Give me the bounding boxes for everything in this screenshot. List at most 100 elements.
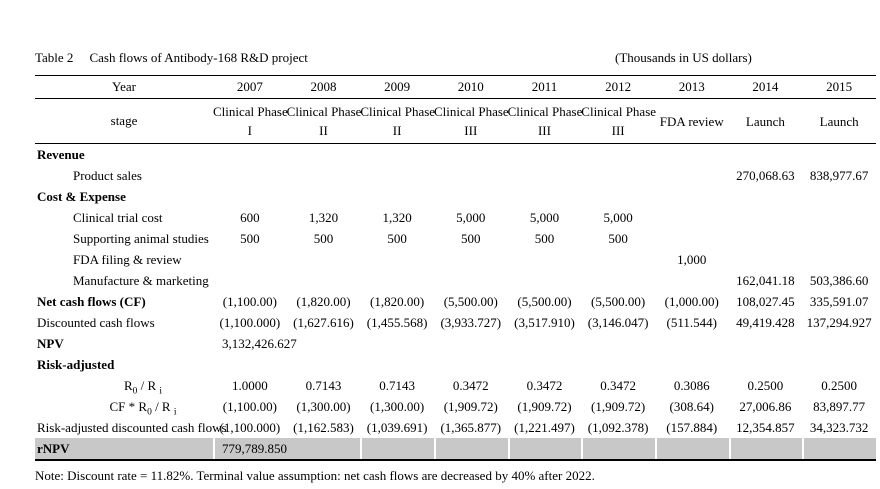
value-cell: (1,365.877) bbox=[440, 419, 502, 435]
table-row: Supporting animal studies 500 500 500 500 500… bbox=[35, 228, 876, 249]
table-row: Manufacture & marketing 162,041.18 503,386… bbox=[35, 270, 876, 291]
row-label: Revenue bbox=[37, 146, 85, 162]
table-row: Discounted cash flows (1,100.000) (1,627.6… bbox=[35, 312, 876, 333]
value-cell: 0.7143 bbox=[305, 377, 342, 393]
value-cell: 0.3472 bbox=[452, 377, 489, 393]
value-cell: (511.544) bbox=[666, 314, 717, 330]
value-cell bbox=[360, 438, 434, 461]
value-cell: 500 bbox=[313, 230, 334, 246]
table-row: Product sales 270,068.63 838,977.67 bbox=[35, 165, 876, 186]
value-cell bbox=[655, 228, 729, 249]
value-cell: 27,006.86 bbox=[739, 398, 792, 414]
value-cell bbox=[433, 438, 508, 461]
stage-text: FDA review bbox=[659, 113, 724, 129]
year-header: 2015 bbox=[802, 75, 876, 99]
value-cell bbox=[360, 186, 434, 207]
value-cell: (1,100.000) bbox=[219, 314, 281, 330]
row-label: Manufacture & marketing bbox=[73, 272, 209, 288]
value-cell: (1,100.00) bbox=[222, 293, 277, 309]
value-cell bbox=[360, 249, 434, 270]
row-label: Product sales bbox=[73, 167, 142, 183]
stage-text: I bbox=[247, 123, 252, 138]
value-cell bbox=[213, 270, 287, 291]
value-cell bbox=[508, 186, 582, 207]
value-cell: 3,132,426.627 bbox=[222, 335, 297, 351]
table-number: Table 2 bbox=[35, 50, 74, 65]
value-cell bbox=[213, 165, 287, 186]
value-cell bbox=[802, 333, 876, 354]
value-cell bbox=[434, 270, 508, 291]
year-header: 2013 bbox=[654, 75, 729, 99]
value-cell bbox=[581, 333, 655, 354]
value-cell: (3,933.727) bbox=[440, 314, 502, 330]
row-label: rNPV bbox=[35, 438, 213, 461]
value-cell bbox=[508, 144, 582, 166]
stage-text: Clinical Phase bbox=[581, 104, 657, 119]
value-cell bbox=[434, 249, 508, 270]
value-cell: (1,627.616) bbox=[293, 314, 354, 330]
label-text: CF * R bbox=[109, 398, 148, 414]
value-cell: (5,500.00) bbox=[591, 293, 646, 309]
year-label: Year bbox=[35, 75, 213, 99]
value-cell bbox=[802, 249, 876, 270]
value-cell bbox=[287, 144, 361, 166]
value-cell: 1,320 bbox=[308, 209, 339, 225]
row-label: R0 / R i bbox=[35, 375, 213, 396]
value-cell bbox=[728, 438, 803, 461]
value-cell: (1,162.583) bbox=[293, 419, 354, 435]
value-cell bbox=[655, 333, 729, 354]
value-cell bbox=[729, 228, 803, 249]
value-cell: 500 bbox=[534, 230, 555, 246]
value-cell bbox=[287, 165, 361, 186]
value-cell bbox=[360, 270, 434, 291]
value-cell bbox=[655, 144, 729, 166]
value-cell bbox=[802, 207, 876, 228]
row-label: Net cash flows (CF) bbox=[37, 293, 146, 309]
value-cell: 838,977.67 bbox=[809, 167, 869, 183]
value-cell bbox=[360, 165, 434, 186]
row-label: NPV bbox=[37, 335, 64, 351]
value-cell: 600 bbox=[240, 209, 260, 225]
year-header: 2011 bbox=[507, 75, 582, 99]
value-cell bbox=[581, 186, 655, 207]
value-cell: 500 bbox=[608, 230, 628, 246]
value-cell: 5,000 bbox=[456, 209, 486, 225]
value-cell bbox=[287, 186, 361, 207]
value-cell bbox=[655, 165, 729, 186]
value-cell bbox=[508, 270, 582, 291]
row-label: Clinical trial cost bbox=[73, 209, 163, 225]
value-cell bbox=[581, 144, 655, 166]
stage-cell: Clinical Phase III bbox=[581, 98, 657, 144]
value-cell: 500 bbox=[387, 230, 407, 246]
value-cell bbox=[360, 354, 434, 375]
value-cell: (1,100.00) bbox=[222, 398, 277, 414]
label-subscript: 0 bbox=[147, 407, 152, 418]
value-cell: 500 bbox=[240, 230, 260, 246]
value-cell bbox=[213, 186, 287, 207]
stage-cell: Launch bbox=[728, 98, 803, 144]
value-cell bbox=[654, 438, 729, 461]
value-cell: 0.3086 bbox=[673, 377, 710, 393]
value-cell bbox=[802, 228, 876, 249]
value-cell bbox=[729, 333, 803, 354]
year-header: 2008 bbox=[286, 75, 361, 99]
value-cell: 5,000 bbox=[529, 209, 560, 225]
value-cell: 108,027.45 bbox=[736, 293, 795, 309]
row-label: Risk-adjusted bbox=[37, 356, 115, 372]
value-cell bbox=[287, 270, 361, 291]
value-cell: 137,294.927 bbox=[806, 314, 872, 330]
row-label: CF * R0 / R i bbox=[35, 396, 213, 417]
value-cell: (308.64) bbox=[669, 398, 714, 414]
stage-text: Clinical Phase bbox=[213, 104, 288, 119]
table-row: NPV 3,132,426.627 bbox=[35, 333, 876, 354]
value-cell: 49,419.428 bbox=[736, 314, 795, 330]
value-cell: 0.2500 bbox=[747, 377, 784, 393]
value-cell bbox=[729, 249, 803, 270]
value-cell: (1,455.568) bbox=[366, 314, 428, 330]
value-cell bbox=[434, 333, 508, 354]
stage-text: Clinical Phase bbox=[433, 104, 509, 119]
value-cell: 500 bbox=[461, 230, 481, 246]
label-text: R bbox=[123, 377, 133, 393]
value-cell: (1,100.000) bbox=[219, 419, 281, 435]
stage-text: II bbox=[392, 123, 402, 138]
